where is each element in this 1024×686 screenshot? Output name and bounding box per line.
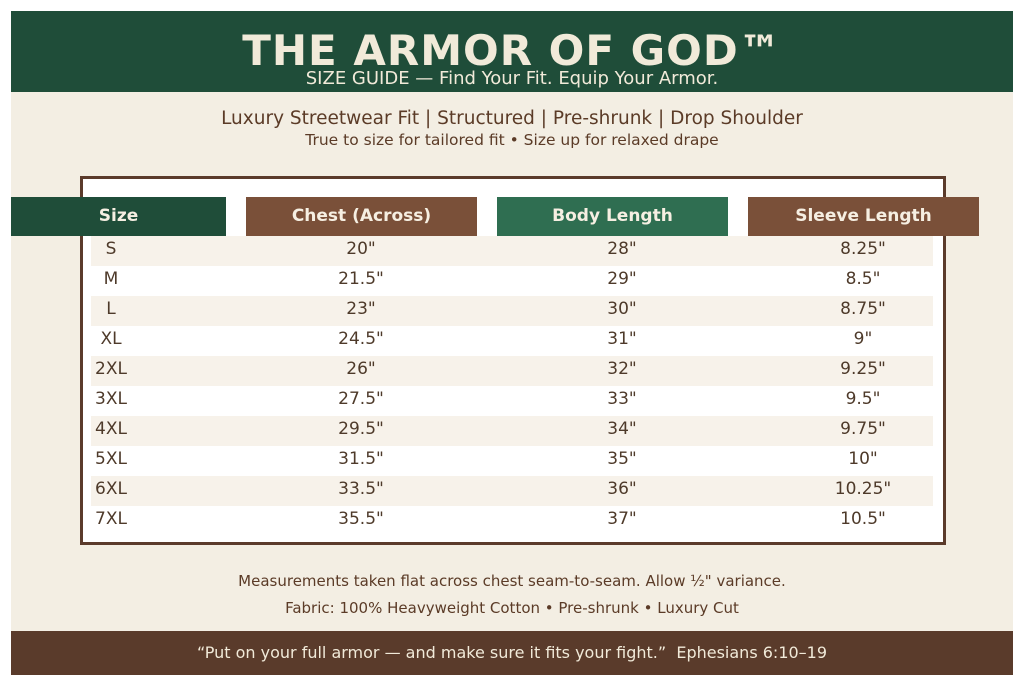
- sleeve-length-cell: 10.25": [834, 479, 892, 499]
- table-row: 5XL 31.5" 35" 10": [91, 446, 933, 476]
- size-cell: M: [103, 269, 119, 289]
- fit-advice: True to size for tailored fit • Size up …: [305, 131, 719, 149]
- body-length-cell: 36": [607, 479, 637, 499]
- chest-cell: 31.5": [338, 449, 384, 469]
- size-cell: 5XL: [95, 449, 127, 469]
- chest-cell: 21.5": [338, 269, 384, 289]
- size-cell: XL: [100, 329, 122, 349]
- fabric-note: Fabric: 100% Heavyweight Cotton • Pre-sh…: [285, 599, 739, 617]
- table-row: 7XL 35.5" 37" 10.5": [91, 506, 933, 536]
- table-row: 6XL 33.5" 36" 10.25": [91, 476, 933, 506]
- table-row: 3XL 27.5" 33" 9.5": [91, 386, 933, 416]
- body-length-cell: 29": [607, 269, 637, 289]
- chest-cell: 24.5": [338, 329, 384, 349]
- table-row: 4XL 29.5" 34" 9.75": [91, 416, 933, 446]
- body-length-cell: 34": [607, 419, 637, 439]
- column-header-body-length: Body Length: [497, 197, 728, 236]
- body-length-cell: 28": [607, 239, 637, 259]
- sleeve-length-cell: 9.5": [845, 389, 881, 409]
- measurement-note: Measurements taken flat across chest sea…: [238, 572, 786, 590]
- column-header-size: Size: [11, 197, 226, 236]
- table-row: S 20" 28" 8.25": [91, 236, 933, 266]
- chest-cell: 20": [346, 239, 376, 259]
- body-length-cell: 32": [607, 359, 637, 379]
- page-title: THE ARMOR OF GOD™: [242, 26, 782, 75]
- sleeve-length-cell: 8.5": [845, 269, 881, 289]
- size-cell: 7XL: [95, 509, 127, 529]
- sleeve-length-cell: 9": [853, 329, 873, 349]
- fit-tagline: Luxury Streetwear Fit | Structured | Pre…: [221, 108, 803, 129]
- size-cell: 2XL: [95, 359, 127, 379]
- table-row: XL 24.5" 31" 9": [91, 326, 933, 356]
- body-length-cell: 35": [607, 449, 637, 469]
- chest-cell: 27.5": [338, 389, 384, 409]
- table-row: 2XL 26" 32" 9.25": [91, 356, 933, 386]
- size-table-body: S 20" 28" 8.25" M 21.5" 29" 8.5" L 23" 3…: [91, 236, 933, 536]
- chest-cell: 26": [346, 359, 376, 379]
- size-cell: 6XL: [95, 479, 127, 499]
- body-length-cell: 30": [607, 299, 637, 319]
- header-banner: THE ARMOR OF GOD™ SIZE GUIDE — Find Your…: [11, 11, 1013, 92]
- size-cell: S: [105, 239, 117, 259]
- scripture-quote: “Put on your full armor — and make sure …: [196, 643, 828, 662]
- table-row: M 21.5" 29" 8.5": [91, 266, 933, 296]
- size-guide-canvas: THE ARMOR OF GOD™ SIZE GUIDE — Find Your…: [11, 11, 1013, 675]
- table-row: L 23" 30" 8.75": [91, 296, 933, 326]
- size-cell: 3XL: [95, 389, 127, 409]
- page-subtitle: SIZE GUIDE — Find Your Fit. Equip Your A…: [305, 68, 719, 89]
- sleeve-length-cell: 10.5": [840, 509, 886, 529]
- sleeve-length-cell: 8.25": [840, 239, 886, 259]
- chest-cell: 23": [346, 299, 376, 319]
- sleeve-length-cell: 8.75": [840, 299, 886, 319]
- column-header-sleeve-length: Sleeve Length: [748, 197, 979, 236]
- chest-cell: 33.5": [338, 479, 384, 499]
- footer-banner: “Put on your full armor — and make sure …: [11, 631, 1013, 675]
- sleeve-length-cell: 10": [848, 449, 878, 469]
- chest-cell: 29.5": [338, 419, 384, 439]
- size-cell: 4XL: [95, 419, 127, 439]
- column-header-chest: Chest (Across): [246, 197, 477, 236]
- body-length-cell: 31": [607, 329, 637, 349]
- body-length-cell: 37": [607, 509, 637, 529]
- sleeve-length-cell: 9.75": [840, 419, 886, 439]
- sleeve-length-cell: 9.25": [840, 359, 886, 379]
- size-cell: L: [106, 299, 116, 319]
- body-length-cell: 33": [607, 389, 637, 409]
- chest-cell: 35.5": [338, 509, 384, 529]
